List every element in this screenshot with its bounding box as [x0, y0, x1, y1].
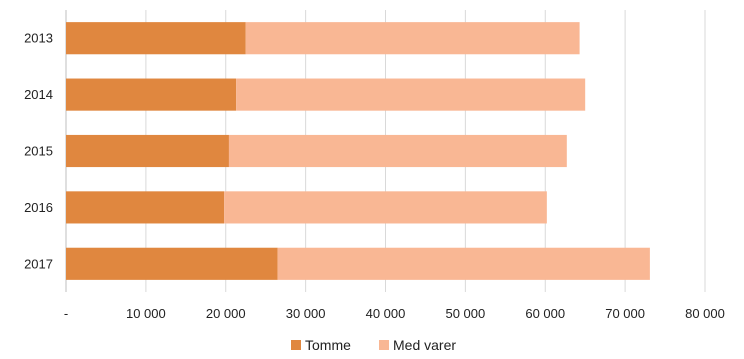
- bar-med-varer-2013: [245, 22, 580, 55]
- x-tick-label: 20 000: [206, 306, 246, 321]
- x-tick-label: 80 000: [685, 306, 725, 321]
- bars: [66, 22, 650, 280]
- bar-tomme-2014: [66, 78, 237, 111]
- legend-swatch-med-varer: [379, 340, 389, 350]
- category-label: 2017: [24, 256, 53, 271]
- x-tick-label: 40 000: [366, 306, 406, 321]
- x-tick-label: 10 000: [126, 306, 166, 321]
- bar-tomme-2013: [66, 22, 246, 55]
- x-tick-label: 50 000: [445, 306, 485, 321]
- x-tick-label: 30 000: [286, 306, 326, 321]
- bar-tomme-2017: [66, 247, 278, 280]
- x-tick-label: 60 000: [525, 306, 565, 321]
- x-tick-label: 70 000: [605, 306, 645, 321]
- category-labels: 2013 2014 2015 2016 2017: [24, 31, 53, 272]
- bar-med-varer-2016: [224, 191, 547, 224]
- bar-med-varer-2015: [228, 134, 567, 168]
- legend-label: Tomme: [305, 337, 351, 353]
- legend-label: Med varer: [393, 337, 456, 353]
- legend-swatch-tomme: [291, 340, 301, 350]
- legend: Tomme Med varer: [291, 337, 456, 353]
- x-tick-label: -: [64, 306, 68, 321]
- bar-tomme-2016: [66, 191, 225, 224]
- bar-tomme-2015: [66, 134, 229, 168]
- bar-med-varer-2017: [277, 247, 650, 280]
- category-label: 2016: [24, 200, 53, 215]
- x-tick-labels: - 10 000 20 000 30 000 40 000 50 000 60 000 70 …: [64, 306, 725, 321]
- category-label: 2015: [24, 144, 53, 159]
- category-label: 2014: [24, 87, 53, 102]
- bar-med-varer-2014: [236, 78, 586, 111]
- category-label: 2013: [24, 31, 53, 46]
